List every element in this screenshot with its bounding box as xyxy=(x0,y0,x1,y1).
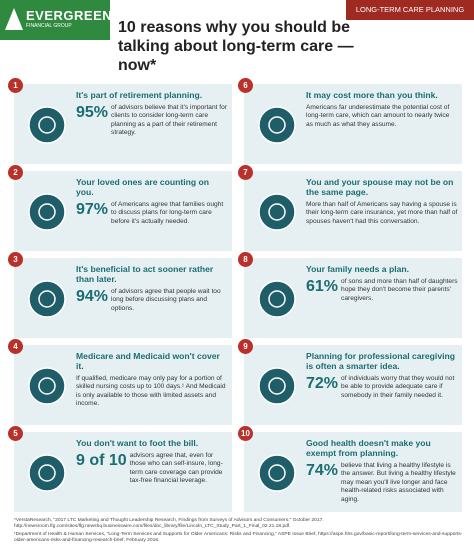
reason-number: 10 xyxy=(238,426,253,441)
reason-stat: 9 of 10 xyxy=(76,452,127,469)
reason-body: 97% of Americans agree that families ough… xyxy=(76,201,228,226)
footnote: ¹Department of Health & Human Services, … xyxy=(14,531,463,544)
reason-text: advisors agree that, even for those who … xyxy=(129,452,223,485)
reason-text: of sons and more than half of daughters … xyxy=(341,278,458,302)
logo: EVERGREEN FINANCIAL GROUP xyxy=(0,0,113,40)
reason-text: Americans far underestimate the potentia… xyxy=(306,104,450,128)
reason-number: 5 xyxy=(8,426,23,441)
reason-heading: Your loved ones are counting on you. xyxy=(76,177,210,197)
reason-heading: Your family needs a plan. xyxy=(306,264,409,274)
reason-number: 6 xyxy=(238,78,253,93)
footnotes: *VerstaResearch, "2017 LTC Marketing and… xyxy=(14,518,464,546)
reason-card: 4 Medicare and Medicaid won't cover it. If… xyxy=(8,339,232,425)
reason-heading: It's beneficial to act sooner rather tha… xyxy=(76,264,214,284)
reason-number: 9 xyxy=(238,339,253,354)
reason-stat: 74% xyxy=(306,462,339,479)
reason-text: of Americans agree that families ought t… xyxy=(111,201,224,225)
reason-card: 9 Planning for professional caregiving is… xyxy=(238,339,462,425)
reason-card: 10 Good health doesn't make you exempt fr… xyxy=(238,426,462,512)
reason-stat: 72% xyxy=(306,375,339,392)
reason-body: 61% of sons and more than half of daughte… xyxy=(306,278,458,303)
reason-card: 7 You and your spouse may not be on the s… xyxy=(238,165,462,251)
reason-body: 72% of individuals worry that they would … xyxy=(306,375,458,400)
reason-body: More than half of Americans say having a… xyxy=(306,201,458,226)
reason-stat: 61% xyxy=(306,278,339,295)
reason-body: 95% of advisors believe that it's importa… xyxy=(76,104,228,138)
icon xyxy=(28,280,66,318)
reason-number: 1 xyxy=(8,78,23,93)
reason-number: 2 xyxy=(8,165,23,180)
reason-number: 7 xyxy=(238,165,253,180)
icon xyxy=(258,367,296,405)
icon xyxy=(258,106,296,144)
reason-body: Americans far underestimate the potentia… xyxy=(306,104,458,129)
icon xyxy=(258,280,296,318)
reason-body: 9 of 10 advisors agree that, even for tho… xyxy=(76,452,228,486)
reason-heading: It's part of retirement planning. xyxy=(76,90,203,100)
reason-text: of advisors agree that people wait too l… xyxy=(111,288,221,312)
reason-heading: You and your spouse may not be on the sa… xyxy=(306,177,454,197)
reason-stat: 97% xyxy=(76,201,109,218)
reason-body: 74% believe that living a healthy lifesty… xyxy=(306,462,458,504)
reason-text: of advisors believe that it's important … xyxy=(111,104,228,137)
reason-card: 3 It's beneficial to act sooner rather th… xyxy=(8,252,232,338)
reason-heading: Planning for professional caregiving is … xyxy=(306,351,455,371)
icon xyxy=(28,454,66,492)
title: 10 reasons why you should be talking abo… xyxy=(118,19,354,74)
icon xyxy=(258,193,296,231)
reason-card: 8 Your family needs a plan. 61% of sons and… xyxy=(238,252,462,338)
reason-number: 3 xyxy=(8,252,23,267)
logo-name: EVERGREEN xyxy=(26,8,113,23)
icon xyxy=(28,193,66,231)
reason-number: 4 xyxy=(8,339,23,354)
reason-stat: 95% xyxy=(76,104,109,121)
reason-stat: 94% xyxy=(76,288,109,305)
icon xyxy=(28,106,66,144)
reason-text: If qualified, medicare may only pay for … xyxy=(76,375,226,408)
footnote: *VerstaResearch, "2017 LTC Marketing and… xyxy=(14,518,324,530)
reason-card: 6 It may cost more than you think. America… xyxy=(238,78,462,164)
reason-body: 94% of advisors agree that people wait to… xyxy=(76,288,228,313)
reason-number: 8 xyxy=(238,252,253,267)
reason-card: 5 You don't want to foot the bill. 9 of 10… xyxy=(8,426,232,512)
icon xyxy=(258,454,296,492)
reason-heading: It may cost more than you think. xyxy=(306,90,438,100)
reason-text: More than half of Americans say having a… xyxy=(306,201,458,225)
reason-card: 1 It's part of retirement planning. 95% of … xyxy=(8,78,232,164)
reason-card: 2 Your loved ones are counting on you. 97%… xyxy=(8,165,232,251)
reason-heading: Medicare and Medicaid won't cover it. xyxy=(76,351,220,371)
category-tag: LONG-TERM CARE PLANNING xyxy=(346,0,474,20)
reason-heading: Good health doesn't make you exempt from… xyxy=(306,438,431,458)
reason-heading: You don't want to foot the bill. xyxy=(76,438,199,448)
reason-text: of individuals worry that they would not… xyxy=(341,375,455,399)
logo-icon xyxy=(5,8,23,30)
logo-sub: FINANCIAL GROUP xyxy=(26,23,72,29)
reason-body: If qualified, medicare may only pay for … xyxy=(76,375,228,409)
reason-text: believe that living a healthy lifestyle … xyxy=(341,462,456,503)
icon xyxy=(28,367,66,405)
